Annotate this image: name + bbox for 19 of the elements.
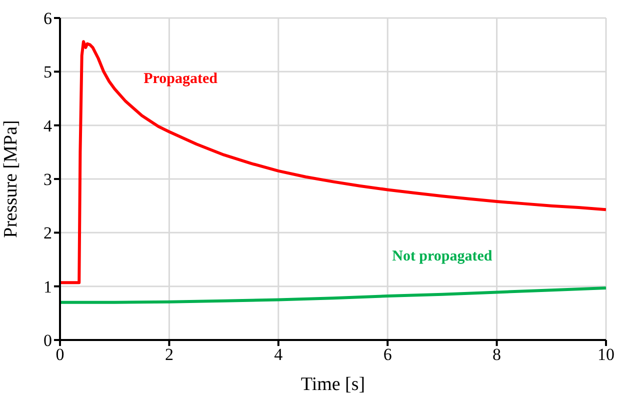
y-tick-label: 4 bbox=[44, 116, 52, 136]
x-tick-label: 10 bbox=[598, 345, 614, 364]
x-axis-title: Time [s] bbox=[300, 374, 366, 395]
x-tick-label: 4 bbox=[274, 345, 284, 364]
line-series bbox=[60, 40, 606, 284]
x-tick-label: 2 bbox=[164, 345, 174, 364]
y-tick-label: 1 bbox=[44, 277, 52, 296]
y-tick-label: 2 bbox=[44, 224, 52, 243]
x-tick-label: 8 bbox=[492, 345, 502, 364]
y-tick-label: 0 bbox=[44, 331, 52, 350]
y-tick-label: 3 bbox=[44, 170, 52, 190]
series-label: Not propagated bbox=[392, 248, 493, 264]
y-tick-label: 5 bbox=[44, 62, 52, 82]
series-label: Propagated bbox=[144, 71, 218, 88]
x-tick-label: 6 bbox=[383, 345, 392, 364]
y-axis-title: Pressure [MPa] bbox=[0, 120, 22, 238]
y-tick-label: 6 bbox=[44, 9, 52, 28]
line-series bbox=[60, 286, 606, 304]
x-tick-label: 0 bbox=[56, 345, 64, 364]
